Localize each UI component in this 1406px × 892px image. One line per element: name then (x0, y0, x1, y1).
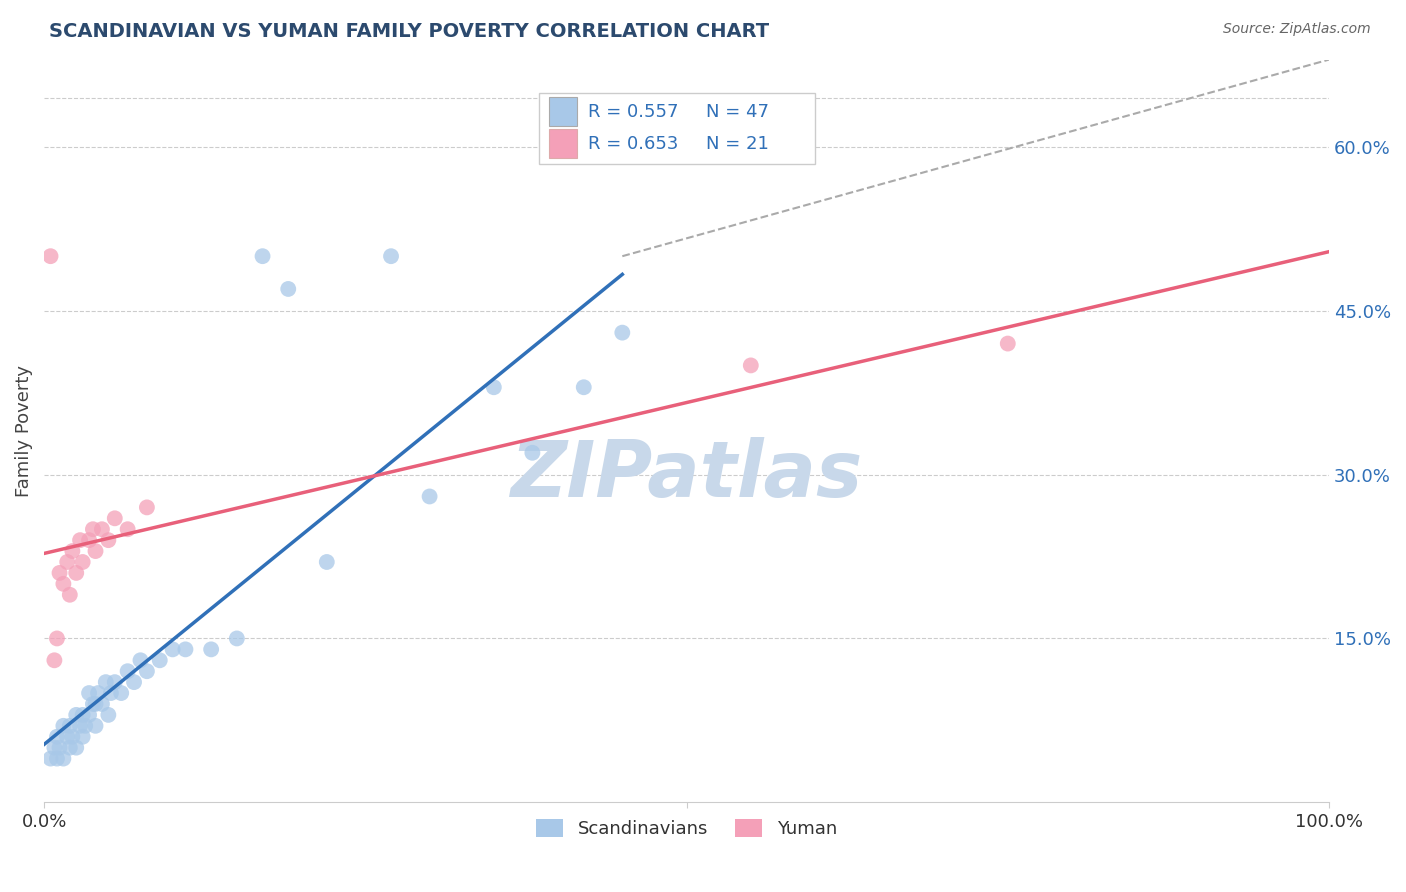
Point (59, 588, 82, 602)
Point (135, 664, 157, 678)
Point (174, 642, 197, 657)
Point (104, 675, 127, 690)
Point (77, 686, 100, 700)
Point (75, 719, 97, 733)
Point (65, 740, 87, 755)
Point (612, 326, 634, 340)
Text: Source: ZipAtlas.com: Source: ZipAtlas.com (1223, 22, 1371, 37)
Point (48, 566, 70, 580)
Point (52, 719, 75, 733)
Point (46, 751, 69, 765)
Point (277, 282, 299, 296)
Point (56, 730, 79, 744)
Point (162, 642, 184, 657)
Point (52, 751, 75, 765)
Point (87, 686, 110, 700)
Point (65, 566, 87, 580)
FancyBboxPatch shape (550, 97, 578, 126)
Text: ZIPatlas: ZIPatlas (510, 437, 863, 514)
Point (90, 522, 112, 536)
Point (84, 719, 107, 733)
Point (380, 249, 402, 263)
Point (59, 719, 82, 733)
Point (84, 697, 107, 711)
Point (135, 500, 157, 515)
Point (48, 740, 70, 755)
Point (72, 555, 94, 569)
Point (65, 707, 87, 722)
Point (997, 336, 1019, 351)
Point (740, 359, 762, 373)
Point (69, 719, 91, 733)
Point (129, 653, 152, 667)
Point (97, 533, 120, 548)
Text: N = 21: N = 21 (706, 135, 769, 153)
FancyBboxPatch shape (538, 93, 815, 163)
Point (46, 730, 69, 744)
Point (72, 707, 94, 722)
Point (69, 533, 91, 548)
FancyBboxPatch shape (550, 129, 578, 158)
Point (110, 686, 132, 700)
Point (44, 653, 66, 667)
Point (149, 653, 172, 667)
Point (225, 632, 247, 646)
Point (122, 675, 145, 690)
Point (90, 697, 112, 711)
Point (252, 249, 274, 263)
Point (482, 380, 505, 394)
Point (60, 730, 83, 744)
Point (60, 544, 83, 558)
Point (104, 511, 127, 525)
Point (100, 686, 122, 700)
Point (522, 446, 544, 460)
Point (117, 522, 139, 536)
Point (46, 632, 69, 646)
Point (200, 642, 222, 657)
Point (77, 533, 100, 548)
Point (94, 675, 117, 690)
Point (52, 577, 75, 591)
Point (39, 249, 62, 263)
Point (56, 555, 79, 569)
Point (59, 740, 82, 755)
Point (82, 522, 104, 536)
Point (97, 707, 120, 722)
Point (44, 740, 66, 755)
Point (72, 730, 94, 744)
Point (82, 697, 104, 711)
Point (84, 544, 107, 558)
Point (419, 490, 441, 504)
Point (315, 555, 337, 569)
Text: R = 0.653: R = 0.653 (588, 135, 678, 153)
Point (77, 707, 100, 722)
Legend: Scandinavians, Yuman: Scandinavians, Yuman (529, 812, 844, 846)
Point (117, 664, 139, 678)
Text: SCANDINAVIAN VS YUMAN FAMILY POVERTY CORRELATION CHART: SCANDINAVIAN VS YUMAN FAMILY POVERTY COR… (49, 22, 769, 41)
Text: N = 47: N = 47 (706, 103, 769, 120)
Y-axis label: Family Poverty: Family Poverty (15, 365, 32, 497)
Point (572, 380, 595, 394)
Text: R = 0.557: R = 0.557 (588, 103, 678, 120)
Point (39, 751, 62, 765)
